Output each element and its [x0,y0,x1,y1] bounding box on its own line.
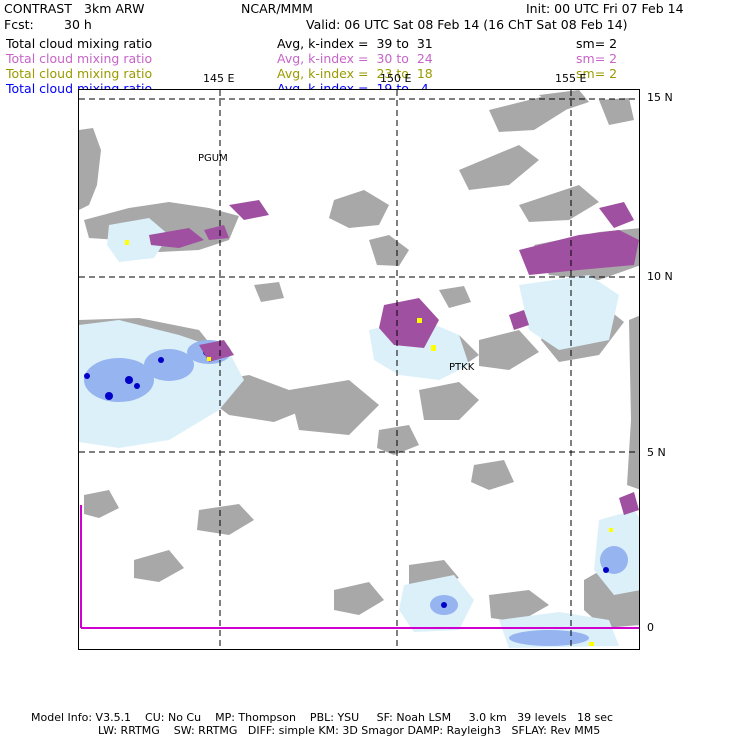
land-ne-strip-3 [519,185,599,222]
legend-range: Avg, k-index = 39 to 31 [277,36,433,51]
land-right-edge [627,315,639,490]
grid-lines [79,90,639,649]
lat-label-5n: 5 N [647,446,666,459]
valid-time: Valid: 06 UTC Sat 08 Feb 14 (16 ChT Sat … [306,17,628,32]
land-small-4 [254,282,284,302]
cloud-core-5 [158,357,164,363]
lon-label-145: 145 E [203,72,235,85]
yellow-5 [609,528,613,532]
land-small-3 [439,286,471,308]
yellow-4 [207,357,211,361]
cloud-blue-se [600,546,628,574]
legend-field: Total cloud mixing ratio [6,66,153,81]
purple-west-mid [199,340,234,362]
yellow-2 [417,318,422,323]
land-center-4 [377,425,419,455]
land-center-3 [289,380,379,435]
cloud-core-7 [441,602,447,608]
land-small-2 [599,98,634,125]
forecast-label: Fcst: [4,17,34,32]
cloud-purple-layer [149,200,639,515]
init-time: Init: 00 UTC Fri 07 Feb 14 [526,1,684,16]
legend-field: Total cloud mixing ratio [6,36,153,51]
purple-north-2 [229,200,269,220]
land-west-coast [79,128,101,210]
land-sw-1 [84,490,119,518]
land-island-2 [369,235,409,266]
land-small-1 [539,90,589,112]
cloud-core-8 [603,567,609,573]
yellow-6 [589,642,594,646]
footer-model-info: Model Info: V3.5.1 CU: No Cu MP: Thompso… [31,711,614,724]
product-name: CONTRAST [4,1,72,16]
cloud-blue-layer [84,340,628,646]
land-island-1 [329,190,389,228]
purple-central [379,298,439,348]
cloud-core-1 [105,392,113,400]
land-south-4 [334,582,384,615]
cloud-blue-bottom [509,630,589,646]
legend-field: Total cloud mixing ratio [6,51,153,66]
map-panel[interactable]: PGUM PTKK [78,89,640,650]
legend-range: Avg, k-index = 23 to 18 [277,66,433,81]
model-name: 3km ARW [84,1,145,16]
map-canvas [79,90,639,649]
land-south-2 [197,504,254,535]
cloud-blue-west-1 [84,358,154,402]
legend-range: Avg, k-index = 30 to 24 [277,51,433,66]
lat-label-15n: 15 N [647,91,673,104]
cloud-core-2 [125,376,133,384]
equator-line [80,505,639,629]
forecast-hours: 30 h [64,17,92,32]
cloud-core-4 [84,373,90,379]
purple-ne-2 [599,202,634,228]
yellow-3 [431,345,436,351]
purple-ne-1 [519,230,639,275]
cloud-east [519,275,619,350]
cloud-west-north [107,218,169,262]
cloud-light-layer [79,218,639,648]
legend-smoothing: sm= 2 [576,51,618,66]
footer-physics-info: LW: RRTMG SW: RRTMG DIFF: simple KM: 3D … [98,724,601,737]
legend-smoothing: sm= 2 [576,36,618,51]
lon-label-150: 150 E [380,72,412,85]
lat-label-10n: 10 N [647,270,673,283]
cloud-core-3 [134,383,140,389]
purple-east [509,310,529,330]
land-south-1 [471,460,514,490]
purple-north-1 [149,228,204,248]
organization: NCAR/MMM [241,1,313,16]
lat-label-0: 0 [647,621,654,634]
cloud-yellow-layer [125,240,613,646]
land-ne-strip-2 [489,95,569,132]
land-ne-strip-1 [459,145,539,190]
land-se-2 [489,590,549,622]
lon-label-155: 155 E [555,72,587,85]
yellow-1 [125,240,129,245]
station-pgum: PGUM [198,153,228,164]
land-center-2 [419,382,479,420]
cloud-blue-west-2 [144,349,194,381]
legend-smoothing: sm= 2 [576,66,618,81]
purple-se [619,492,639,515]
purple-north-3 [204,225,229,240]
land-east-2 [479,330,539,370]
station-ptkk: PTKK [449,362,475,373]
land-south-3 [134,550,184,582]
